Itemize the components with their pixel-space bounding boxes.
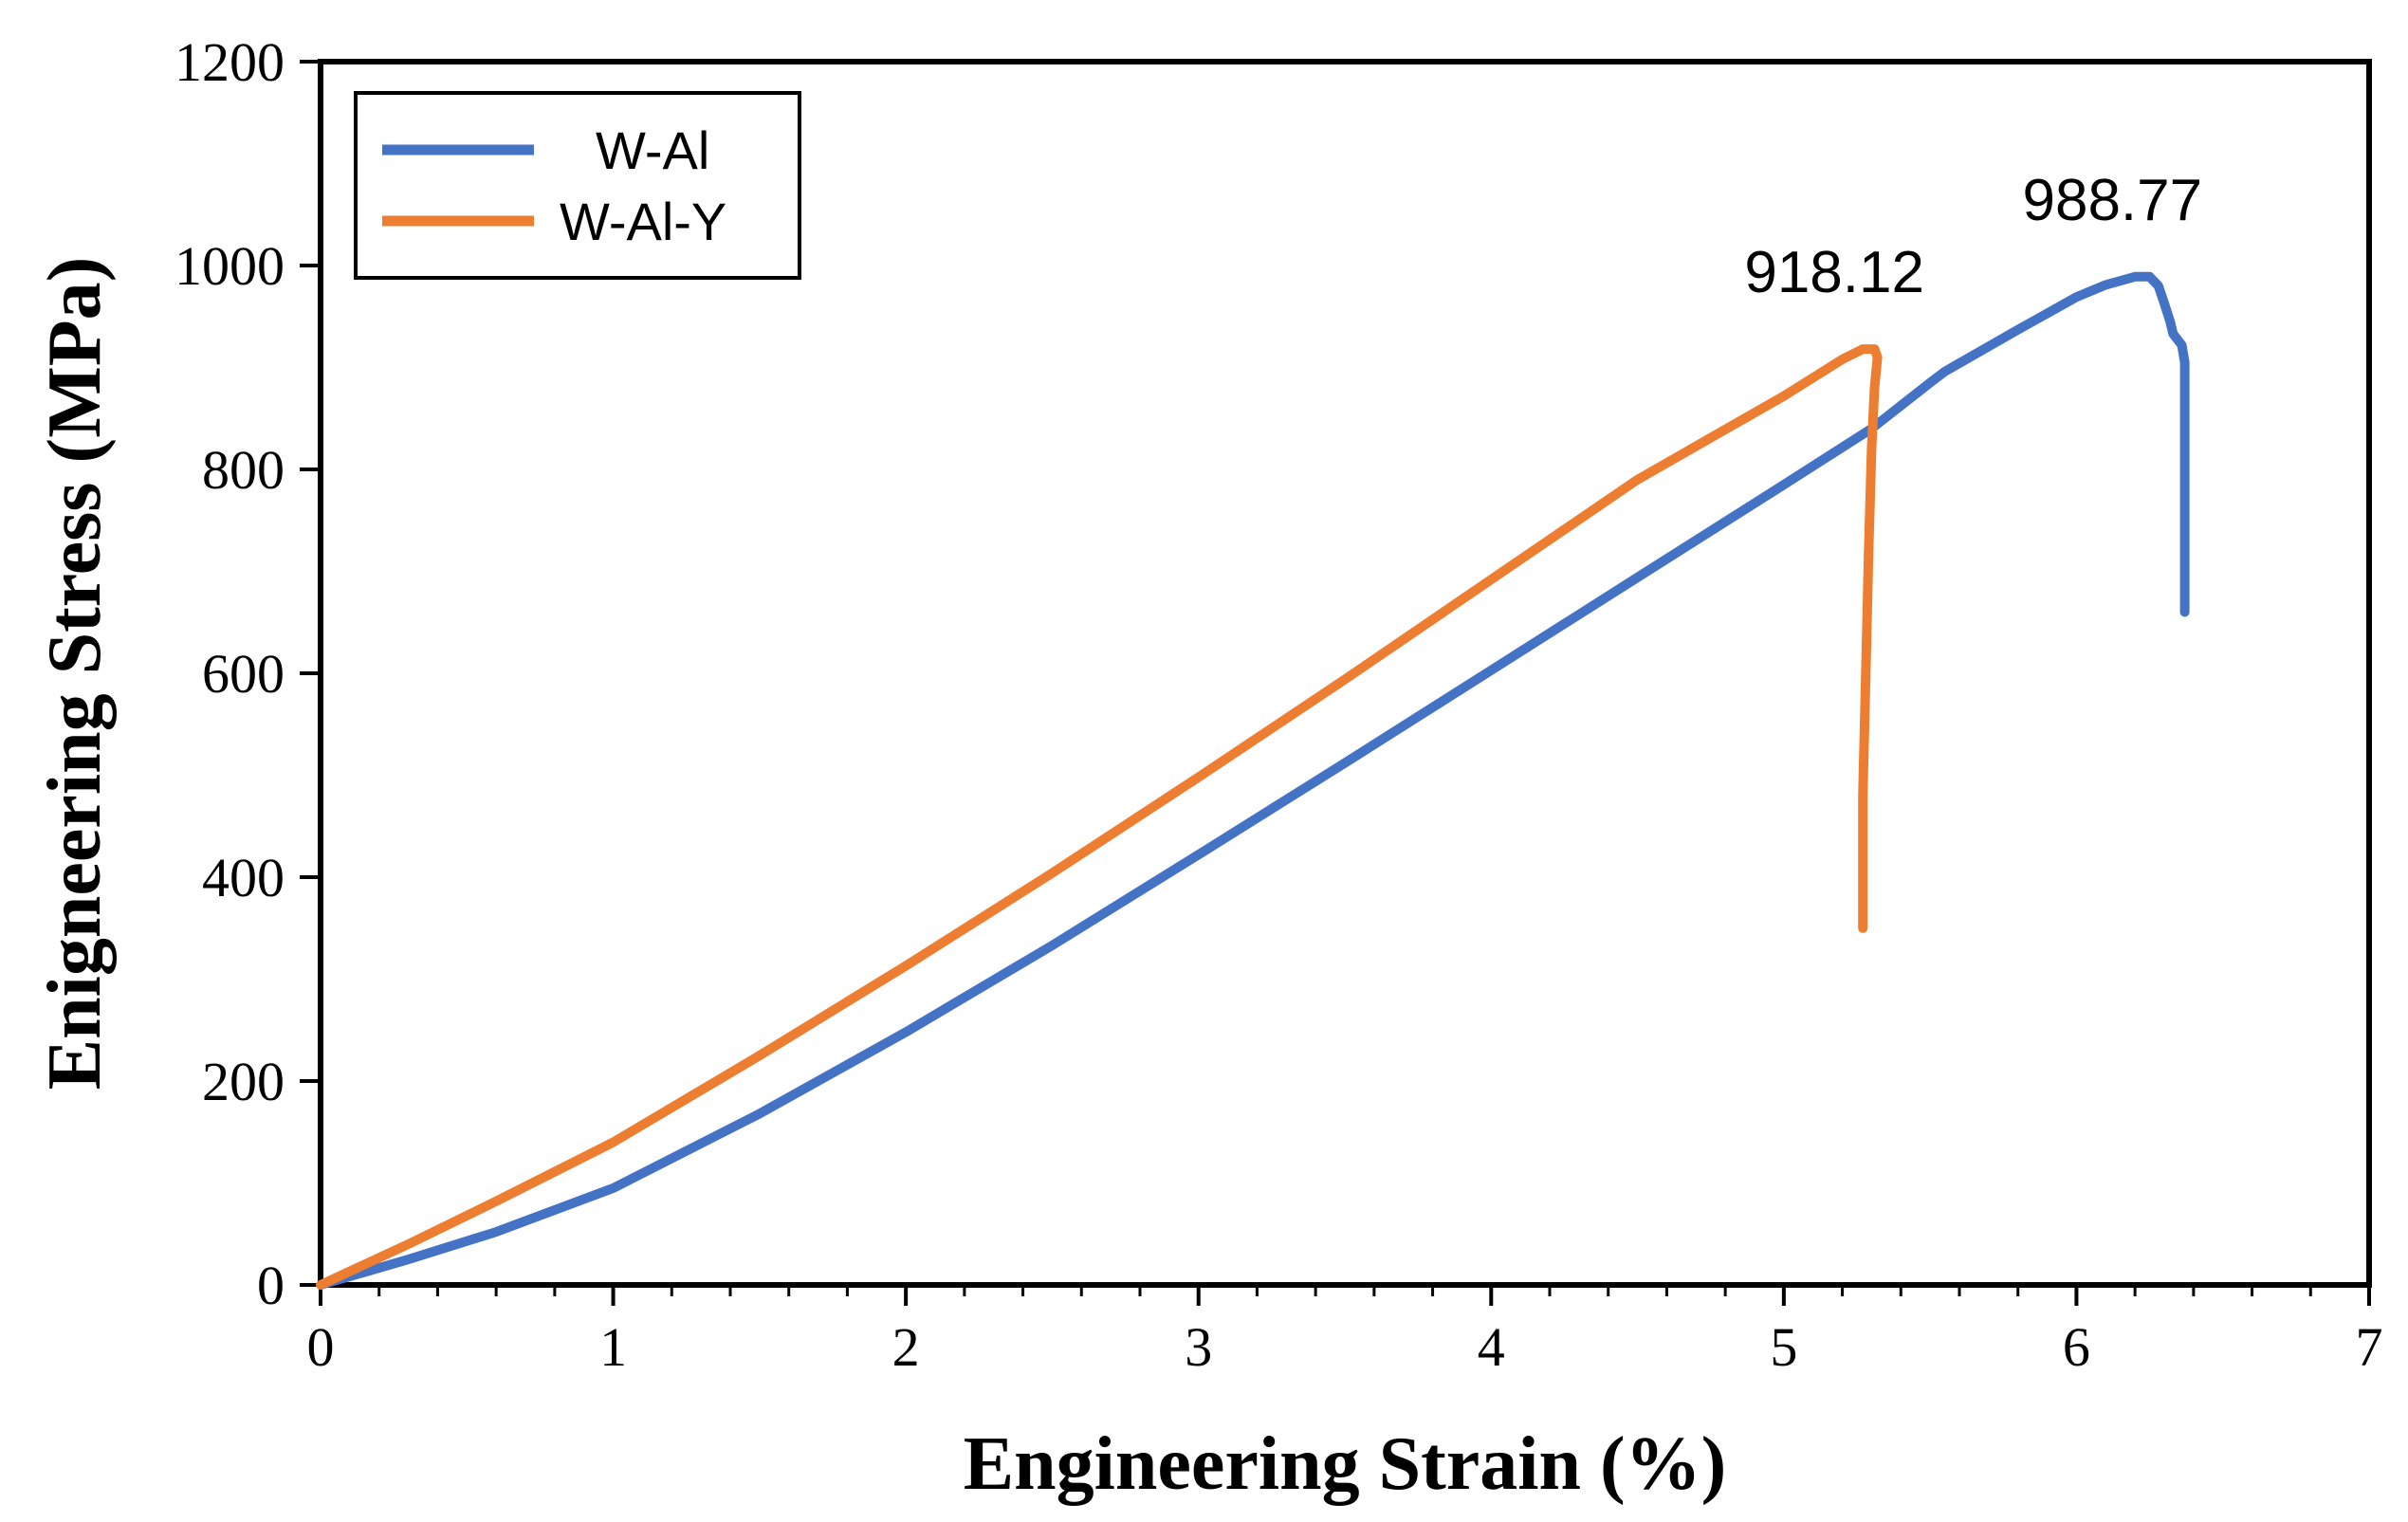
- y-axis-title: Enigneering Stress (MPa): [33, 257, 117, 1090]
- x-axis-title: Engineering Strain (%): [964, 1422, 1726, 1506]
- y-tick-label: 200: [202, 1051, 285, 1112]
- peak-value-label: 988.77: [2022, 168, 2202, 233]
- series-line-w-al-y: [316, 344, 1883, 1290]
- legend-label-w-al-y: W-Al-Y: [560, 192, 726, 251]
- y-tick-label: 800: [202, 439, 285, 501]
- x-tick-label: 3: [1185, 1316, 1212, 1378]
- legend-label-w-al: W-Al: [596, 120, 709, 180]
- peak-value-label: 918.12: [1744, 240, 1924, 305]
- legend-box: [354, 91, 801, 280]
- x-tick-label: 7: [2356, 1316, 2383, 1378]
- x-tick-label: 1: [599, 1316, 627, 1378]
- annotations: 988.77 918.12: [1744, 168, 2202, 305]
- y-tick-label: 0: [257, 1255, 285, 1316]
- y-tick-label: 400: [202, 847, 285, 908]
- x-tick-label: 4: [1478, 1316, 1505, 1378]
- x-tick-label: 6: [2063, 1316, 2090, 1378]
- axis-ticks: 0 1 2 3 4 5 6 7 0 200 400 600 800 1000 1200: [175, 31, 2383, 1378]
- x-tick-label: 0: [307, 1316, 335, 1378]
- y-tick-label: 1000: [175, 235, 285, 297]
- series-line-w-al: [316, 271, 2190, 1290]
- x-tick-label: 5: [1770, 1316, 1797, 1378]
- y-tick-label: 1200: [175, 31, 285, 93]
- y-tick-label: 600: [202, 643, 285, 705]
- series-group: [316, 271, 2190, 1290]
- x-tick-label: 2: [892, 1316, 920, 1378]
- legend: W-Al W-Al-Y: [354, 91, 801, 280]
